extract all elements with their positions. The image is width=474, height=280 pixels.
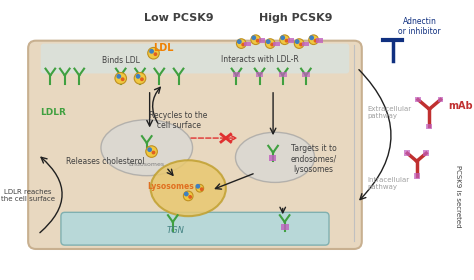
Bar bbox=[244, 42, 251, 46]
Text: LDLR reaches
the cell surface: LDLR reaches the cell surface bbox=[1, 190, 55, 202]
Circle shape bbox=[136, 74, 140, 79]
Circle shape bbox=[183, 191, 193, 201]
Ellipse shape bbox=[236, 132, 315, 183]
Text: Recycles to the
cell surface: Recycles to the cell surface bbox=[149, 111, 208, 130]
Bar bbox=[302, 71, 310, 77]
Bar bbox=[279, 71, 287, 77]
Circle shape bbox=[309, 35, 314, 40]
Text: Targets it to
endosomes/
lysosomes: Targets it to endosomes/ lysosomes bbox=[291, 144, 337, 174]
Text: Low PCSK9: Low PCSK9 bbox=[144, 13, 213, 24]
Circle shape bbox=[280, 35, 285, 40]
Circle shape bbox=[295, 39, 300, 44]
Ellipse shape bbox=[101, 120, 192, 176]
Text: Interacts with LDL-R: Interacts with LDL-R bbox=[221, 55, 299, 64]
FancyBboxPatch shape bbox=[41, 44, 349, 73]
Bar bbox=[404, 150, 410, 156]
Circle shape bbox=[188, 195, 192, 199]
Circle shape bbox=[280, 35, 290, 45]
Bar bbox=[259, 38, 265, 43]
Circle shape bbox=[121, 77, 125, 81]
Circle shape bbox=[270, 43, 274, 46]
Bar bbox=[255, 71, 264, 77]
Circle shape bbox=[115, 73, 127, 84]
Bar bbox=[233, 71, 240, 77]
Circle shape bbox=[255, 39, 260, 43]
Bar bbox=[281, 224, 289, 230]
Circle shape bbox=[285, 39, 289, 43]
Circle shape bbox=[241, 43, 245, 46]
Circle shape bbox=[237, 39, 246, 48]
Circle shape bbox=[154, 52, 157, 56]
Circle shape bbox=[149, 49, 154, 54]
Text: Binds LDL: Binds LDL bbox=[102, 57, 140, 66]
Text: Extracellular
pathway: Extracellular pathway bbox=[367, 106, 412, 120]
FancyBboxPatch shape bbox=[28, 41, 362, 249]
Bar bbox=[427, 123, 432, 129]
Circle shape bbox=[294, 39, 304, 48]
Circle shape bbox=[184, 192, 189, 196]
Circle shape bbox=[266, 39, 271, 44]
Circle shape bbox=[265, 39, 275, 48]
Circle shape bbox=[147, 147, 152, 152]
Text: Intracellular
pathway: Intracellular pathway bbox=[367, 177, 410, 190]
Text: Endosomes: Endosomes bbox=[129, 162, 165, 167]
Circle shape bbox=[237, 39, 242, 44]
Ellipse shape bbox=[151, 160, 226, 216]
Bar bbox=[302, 42, 309, 46]
Text: LDL: LDL bbox=[153, 43, 173, 53]
Circle shape bbox=[134, 73, 146, 84]
Bar bbox=[414, 173, 419, 179]
Circle shape bbox=[117, 74, 121, 79]
Text: TGN: TGN bbox=[167, 226, 184, 235]
Text: Adnectin
or inhibitor: Adnectin or inhibitor bbox=[398, 17, 441, 36]
Bar bbox=[288, 38, 294, 43]
Bar bbox=[438, 97, 444, 102]
Bar bbox=[269, 155, 276, 161]
Text: Lysosomes: Lysosomes bbox=[147, 182, 194, 191]
Bar bbox=[415, 97, 421, 102]
Text: LDLR: LDLR bbox=[40, 108, 66, 118]
Circle shape bbox=[299, 43, 303, 46]
Text: Releases cholesterol: Releases cholesterol bbox=[66, 157, 145, 166]
Circle shape bbox=[146, 146, 157, 157]
Circle shape bbox=[314, 39, 318, 43]
Circle shape bbox=[140, 77, 144, 81]
Circle shape bbox=[251, 35, 261, 45]
Circle shape bbox=[195, 184, 201, 189]
Bar bbox=[273, 42, 280, 46]
Text: mAb: mAb bbox=[448, 101, 473, 111]
Circle shape bbox=[152, 151, 155, 155]
Bar bbox=[317, 38, 323, 43]
Text: High PCSK9: High PCSK9 bbox=[259, 13, 333, 24]
Circle shape bbox=[251, 35, 256, 40]
FancyBboxPatch shape bbox=[61, 212, 329, 245]
Circle shape bbox=[309, 35, 319, 45]
Circle shape bbox=[196, 184, 204, 192]
Bar bbox=[423, 150, 429, 156]
Circle shape bbox=[200, 187, 204, 191]
Circle shape bbox=[148, 47, 159, 59]
Text: PCSK9 is secreted: PCSK9 is secreted bbox=[455, 165, 461, 227]
